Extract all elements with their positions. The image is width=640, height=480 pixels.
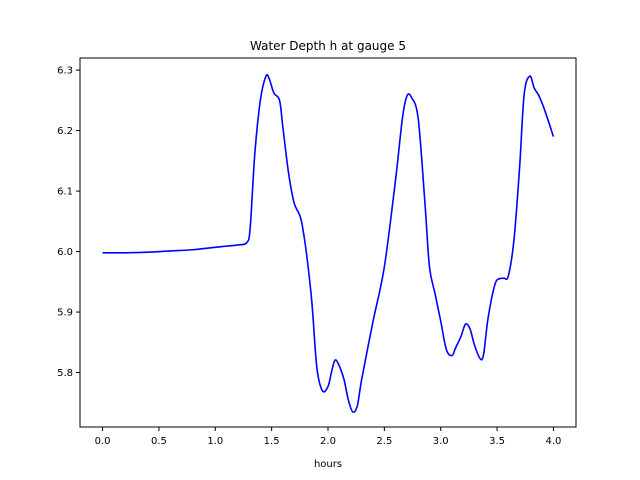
chart-title: Water Depth h at gauge 5 (250, 39, 406, 53)
x-tick-label: 0.5 (151, 436, 167, 447)
axes-frame (79, 57, 577, 428)
x-tick-label: 2.5 (376, 436, 392, 447)
x-tick-label: 0.0 (95, 436, 111, 447)
series-line (102, 73, 555, 413)
axis-ticks: 0.0 0.5 1.0 1.5 2.0 2.5 3.0 3.5 4.0 5.8 5.9 6.0 6.1 6… (57, 66, 561, 447)
y-tick-label: 6.1 (57, 187, 73, 198)
y-tick-label: 6.3 (57, 66, 73, 77)
y-tick-label: 5.8 (57, 368, 73, 379)
x-tick-label: 1.0 (207, 436, 223, 447)
plot-area (102, 73, 555, 413)
x-tick-label: 1.5 (264, 436, 280, 447)
x-tick-label: 2.0 (320, 436, 336, 447)
x-tick-label: 3.5 (489, 436, 505, 447)
x-tick-label: 3.0 (433, 436, 449, 447)
y-tick-label: 6.2 (57, 126, 73, 137)
y-tick-label: 6.0 (57, 247, 73, 258)
x-axis-label: hours (314, 459, 342, 470)
y-tick-label: 5.9 (57, 308, 73, 319)
x-tick-label: 4.0 (546, 436, 562, 447)
